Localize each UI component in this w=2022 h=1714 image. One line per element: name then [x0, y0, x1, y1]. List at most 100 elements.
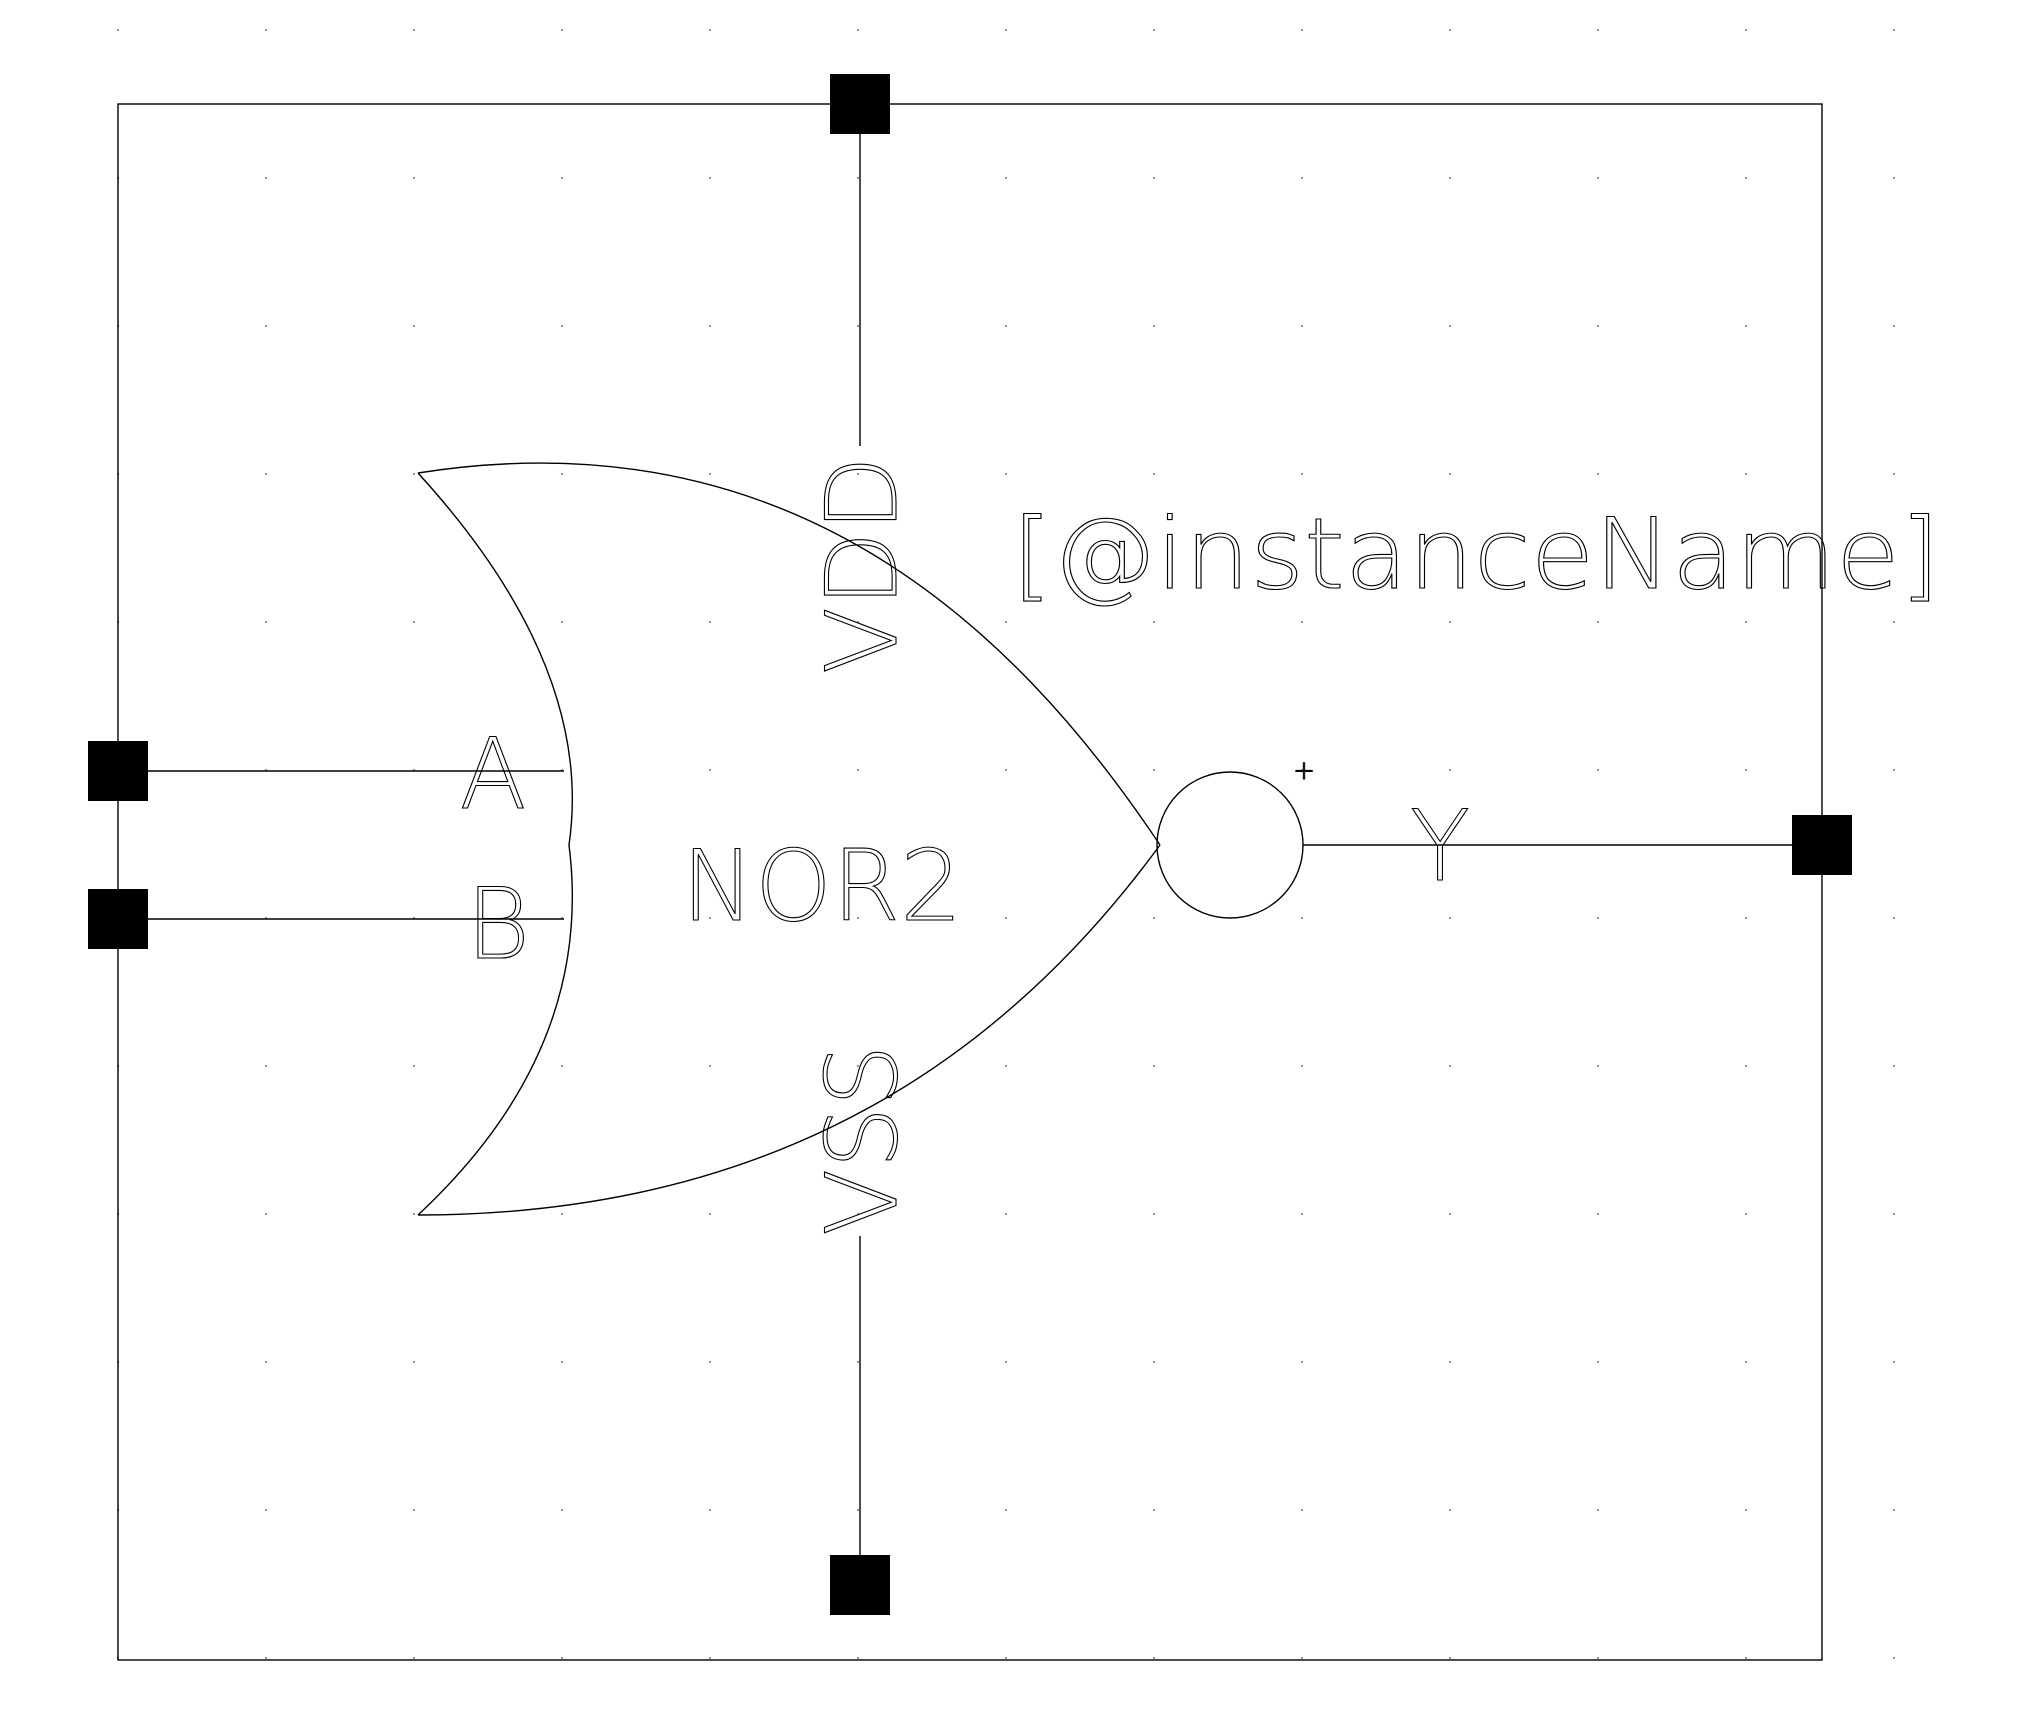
grid-dot [856, 620, 860, 624]
grid-dot [1596, 324, 1600, 328]
grid-dot [1448, 1360, 1452, 1364]
cell-name-label: NOR2 [682, 830, 963, 944]
grid-dot [1596, 916, 1600, 920]
grid-dot [1152, 28, 1156, 32]
grid-dot [560, 1064, 564, 1068]
grid-dot [560, 472, 564, 476]
grid-dot [856, 1360, 860, 1364]
grid-dot [560, 620, 564, 624]
grid-dot [1892, 324, 1896, 328]
grid-dot [560, 1508, 564, 1512]
grid-dot [1004, 1360, 1008, 1364]
grid-dot [1152, 472, 1156, 476]
grid-dot [1004, 472, 1008, 476]
grid-dot [1448, 1064, 1452, 1068]
grid-dot [856, 1508, 860, 1512]
grid-dot [1152, 1360, 1156, 1364]
grid-dot [1448, 28, 1452, 32]
grid-dot [708, 768, 712, 772]
grid-dot [1300, 1508, 1304, 1512]
grid-dot [1004, 1064, 1008, 1068]
grid-dot [1744, 1656, 1748, 1660]
grid-dot [708, 620, 712, 624]
grid-dot [1892, 1212, 1896, 1216]
inversion-bubble [1156, 771, 1304, 919]
grid-dot [1892, 28, 1896, 32]
grid-dot [1300, 916, 1304, 920]
grid-dot [708, 1360, 712, 1364]
grid-dot [1448, 1508, 1452, 1512]
grid-dot [560, 1212, 564, 1216]
grid-dot [708, 916, 712, 920]
grid-dot [1892, 176, 1896, 180]
pin-label-a: A [459, 718, 526, 832]
grid-dot [1596, 768, 1600, 772]
grid-dot [1744, 1212, 1748, 1216]
grid-dot [1300, 620, 1304, 624]
nor-gate-body [417, 462, 1161, 1216]
grid-dot [1892, 916, 1896, 920]
grid-dot [412, 1508, 416, 1512]
b-pin[interactable] [88, 889, 148, 949]
grid-dot [856, 1656, 860, 1660]
grid-dot [1596, 620, 1600, 624]
grid-dot [1744, 324, 1748, 328]
grid-dot [856, 916, 860, 920]
grid-dot [1004, 176, 1008, 180]
grid-dot [1448, 1212, 1452, 1216]
grid-dot [264, 620, 268, 624]
grid-dot [1152, 1064, 1156, 1068]
grid-dot [412, 176, 416, 180]
grid-dot [708, 28, 712, 32]
grid-dot [708, 176, 712, 180]
grid-dot [856, 472, 860, 476]
grid-dot [856, 768, 860, 772]
grid-dot [264, 1360, 268, 1364]
grid-dot [560, 176, 564, 180]
grid-dot [1744, 28, 1748, 32]
grid-dot [1152, 916, 1156, 920]
vdd-pin[interactable] [830, 74, 890, 134]
grid-dot [1448, 324, 1452, 328]
a-pin[interactable] [88, 741, 148, 801]
grid-dot [1892, 1360, 1896, 1364]
grid-dot [1596, 1212, 1600, 1216]
grid-dot [708, 1212, 712, 1216]
grid-dot [1596, 1064, 1600, 1068]
grid-dot [560, 28, 564, 32]
pin-label-b: B [466, 868, 530, 982]
y-pin[interactable] [1792, 815, 1852, 875]
grid-dot [1744, 1360, 1748, 1364]
background-grid [116, 28, 1896, 1660]
grid-dot [1744, 176, 1748, 180]
grid-dot [1152, 1508, 1156, 1512]
grid-dot [1448, 176, 1452, 180]
grid-dot [1004, 1508, 1008, 1512]
grid-dot [1448, 472, 1452, 476]
grid-dot [1300, 324, 1304, 328]
grid-dot [1744, 1508, 1748, 1512]
grid-dot [1152, 1656, 1156, 1660]
grid-dot [1300, 472, 1304, 476]
grid-dot [1892, 620, 1896, 624]
grid-dot [1448, 768, 1452, 772]
grid-dot [708, 1508, 712, 1512]
grid-dot [1744, 472, 1748, 476]
grid-dot [1004, 28, 1008, 32]
grid-dot [1448, 620, 1452, 624]
grid-dot [412, 324, 416, 328]
grid-dot [708, 1064, 712, 1068]
grid-dot [264, 1212, 268, 1216]
pin-label-vss: VSS [806, 1044, 920, 1235]
origin-marker: + [1293, 756, 1315, 786]
grid-dot [560, 1656, 564, 1660]
grid-dot [560, 1360, 564, 1364]
grid-dot [708, 472, 712, 476]
grid-dot [1300, 1212, 1304, 1216]
grid-dot [264, 472, 268, 476]
vss-pin[interactable] [830, 1555, 890, 1615]
grid-dot [1004, 916, 1008, 920]
grid-dot [1892, 1508, 1896, 1512]
grid-dot [264, 324, 268, 328]
grid-dot [412, 28, 416, 32]
